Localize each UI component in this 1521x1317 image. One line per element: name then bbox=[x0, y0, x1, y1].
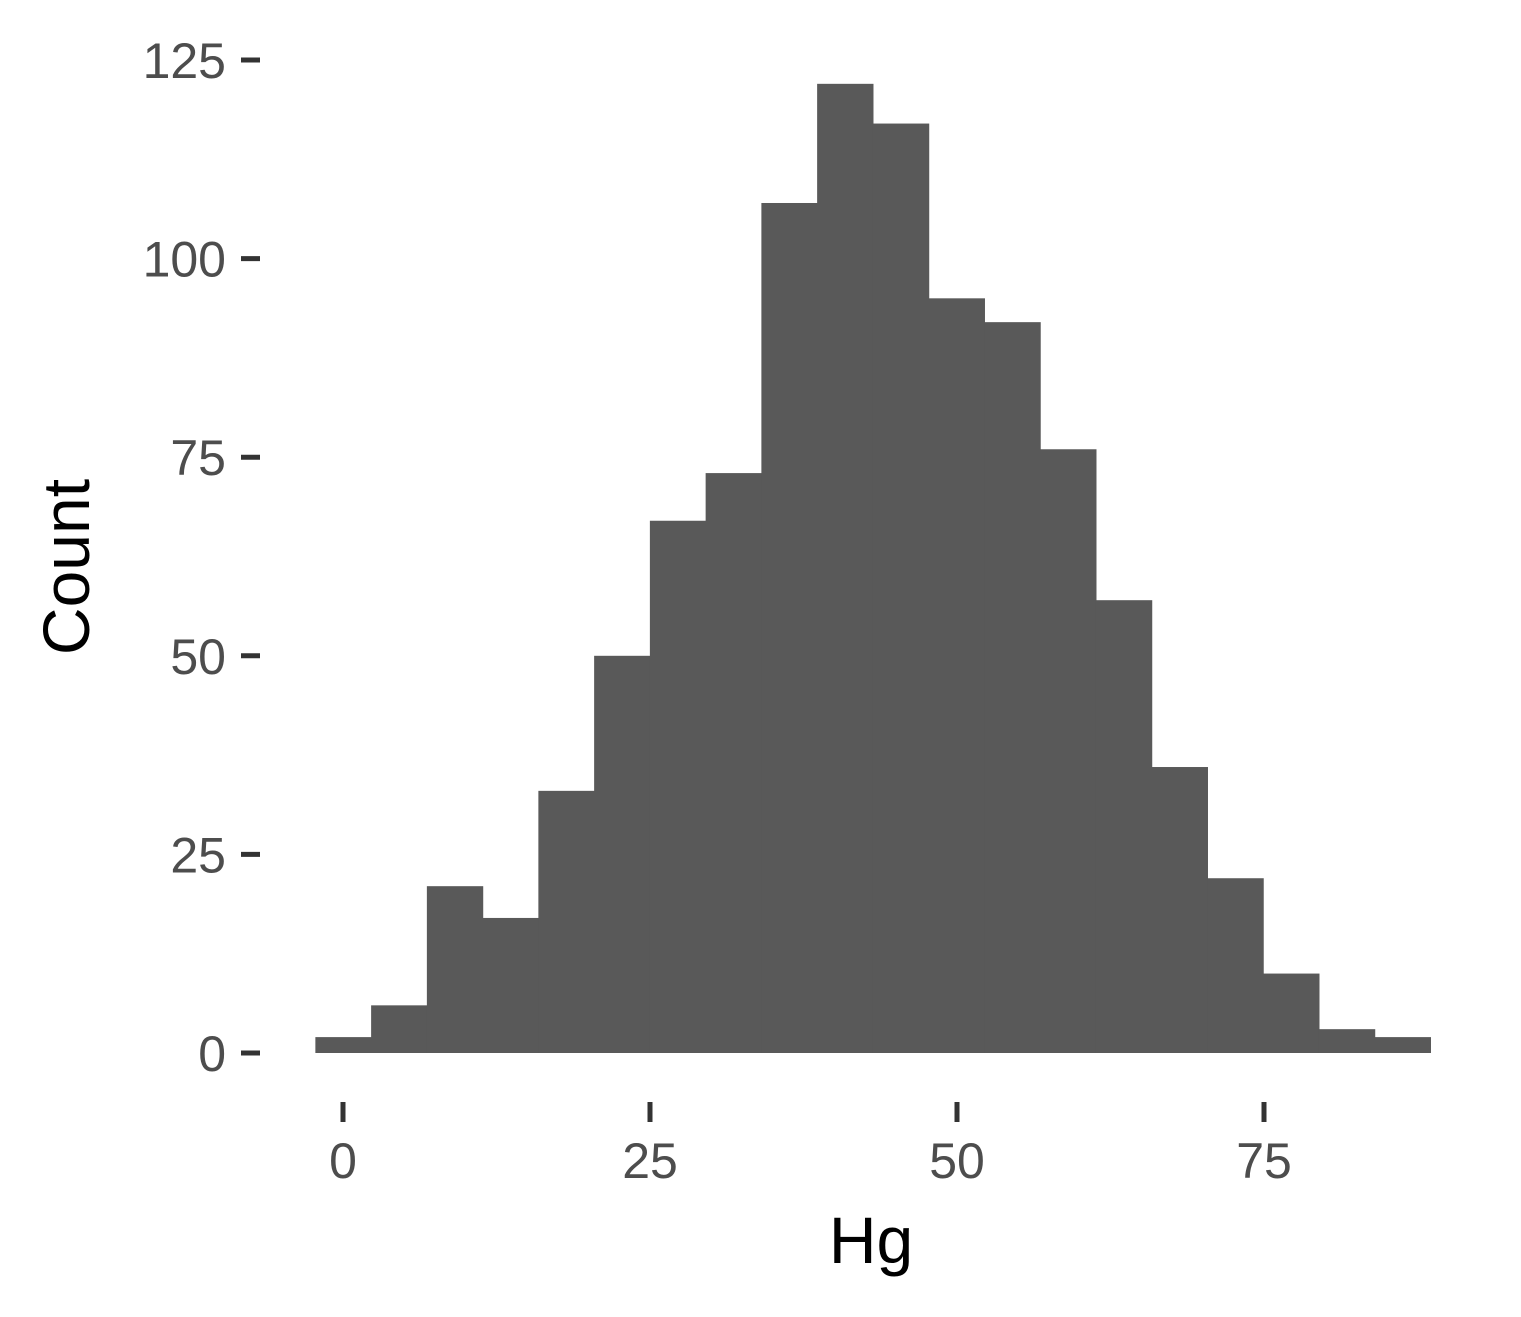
x-axis-title: Hg bbox=[829, 1203, 913, 1277]
histogram-bar bbox=[984, 322, 1041, 1053]
histogram-bar bbox=[315, 1037, 372, 1053]
bars-layer bbox=[315, 83, 1431, 1054]
histogram-bar bbox=[1263, 973, 1320, 1053]
histogram-bar bbox=[1318, 1029, 1376, 1053]
x-tick-label: 25 bbox=[622, 1133, 678, 1189]
histogram-bar bbox=[482, 917, 539, 1053]
y-axis-title: Count bbox=[29, 479, 103, 655]
x-axis: 0 25 50 75 bbox=[329, 1102, 1292, 1189]
y-tick-label: 125 bbox=[143, 33, 226, 89]
x-tick-label: 0 bbox=[329, 1133, 357, 1189]
histogram-bar bbox=[649, 520, 707, 1053]
histogram-bar bbox=[761, 202, 818, 1054]
histogram-bar bbox=[928, 298, 985, 1053]
histogram-bar bbox=[1374, 1037, 1431, 1053]
x-tick-label: 50 bbox=[929, 1133, 985, 1189]
histogram-bar bbox=[538, 790, 595, 1053]
histogram-bar bbox=[1207, 878, 1264, 1053]
y-tick-label: 75 bbox=[170, 430, 226, 486]
y-tick-label: 0 bbox=[198, 1026, 226, 1082]
y-tick-label: 25 bbox=[170, 827, 226, 883]
histogram-bar bbox=[1095, 600, 1153, 1053]
histogram-bar bbox=[1151, 767, 1208, 1053]
histogram-bar bbox=[872, 123, 930, 1054]
histogram-bar bbox=[1040, 449, 1097, 1053]
y-tick-label: 50 bbox=[170, 629, 226, 685]
y-axis: 0 25 50 75 100 125 bbox=[143, 33, 260, 1082]
histogram-bar bbox=[371, 1005, 428, 1053]
histogram-bar bbox=[594, 655, 651, 1053]
histogram-bar bbox=[705, 473, 762, 1054]
histogram-bar bbox=[817, 83, 874, 1053]
histogram-bar bbox=[426, 886, 484, 1053]
y-tick-label: 100 bbox=[143, 232, 226, 288]
x-tick-label: 75 bbox=[1236, 1133, 1292, 1189]
